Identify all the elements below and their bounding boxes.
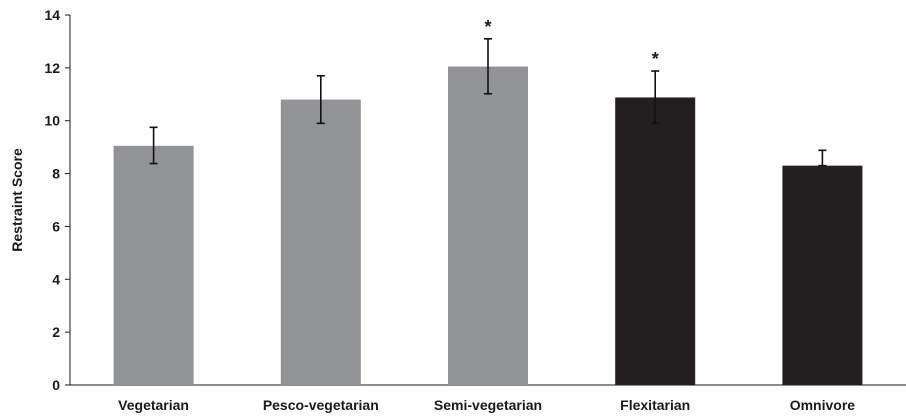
y-tick-label: 6	[52, 218, 60, 234]
x-tick-labels: Vegetarian Pesco-vegetarian Semi-vegetaria…	[118, 397, 855, 413]
bar-pesco-vegetarian	[280, 99, 361, 386]
y-ticks: 0 2 4 6 8 10 12 14	[44, 7, 70, 393]
significance-marker: *	[484, 17, 491, 37]
y-axis-title: Restraint Score	[9, 148, 25, 252]
y-tick-label: 0	[52, 377, 60, 393]
bars	[113, 66, 863, 386]
x-tick-label: Vegetarian	[118, 397, 189, 413]
bar-vegetarian	[113, 145, 194, 385]
error-bars	[149, 37, 827, 167]
bar-semi-vegetarian	[448, 66, 528, 386]
annotations: **	[484, 17, 658, 69]
significance-marker: *	[652, 49, 659, 69]
bar-omnivore	[782, 165, 863, 385]
bar-flexitarian	[615, 97, 696, 385]
y-tick-label: 4	[52, 271, 60, 287]
y-tick-label: 14	[44, 7, 60, 23]
x-tick-label: Pesco-vegetarian	[263, 397, 379, 413]
y-tick-label: 12	[44, 60, 60, 76]
y-tick-label: 10	[44, 113, 60, 129]
x-tick-label: Omnivore	[790, 397, 856, 413]
y-tick-label: 2	[52, 324, 60, 340]
y-tick-label: 8	[52, 166, 60, 182]
x-tick-label: Flexitarian	[620, 397, 690, 413]
x-tick-label: Semi-vegetarian	[434, 397, 542, 413]
